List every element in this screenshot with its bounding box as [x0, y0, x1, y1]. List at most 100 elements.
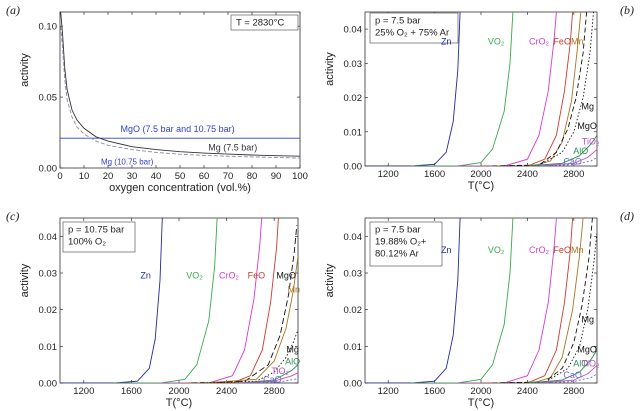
y-tick-label: 0.01 — [344, 342, 363, 353]
series-line-mn — [202, 256, 298, 383]
curve-label: AlO — [573, 359, 588, 369]
curve-label: CaO — [563, 156, 582, 166]
series-line-vo — [411, 12, 514, 166]
panel-label: (c) — [6, 209, 19, 223]
series-line-vo — [113, 218, 218, 383]
x-tick-label: 20 — [103, 171, 114, 182]
curve-label: Zn — [441, 37, 452, 47]
series-line-feo — [481, 12, 574, 166]
curve-label: MgO — [276, 271, 296, 281]
x-tick-label: 30 — [127, 171, 138, 182]
x-tick-label: 2800 — [264, 386, 285, 397]
x-axis-label: T(°C) — [166, 397, 192, 409]
y-tick-label: 0.00 — [39, 164, 58, 175]
y-tick-label: 0.03 — [344, 269, 363, 280]
curve-label: Mg — [581, 102, 594, 112]
curve-label: FeO — [553, 37, 571, 47]
series-group — [60, 218, 298, 383]
series-line-feo — [184, 218, 279, 383]
curve-label: TiO₂ — [271, 366, 289, 376]
info-box — [230, 14, 299, 31]
series-group — [365, 218, 597, 383]
series-line-cro — [457, 218, 557, 383]
y-tick-label: 0.00 — [39, 379, 58, 390]
y-axis-label: activity — [324, 52, 336, 86]
series-line-alo — [238, 364, 298, 383]
series-line-alo — [527, 134, 597, 166]
y-tick-label: 0.02 — [39, 305, 58, 316]
curve-label: AlO — [285, 357, 300, 367]
x-tick-label: 50 — [175, 171, 186, 182]
series-line-zn — [365, 12, 461, 166]
x-axis-label: T(°C) — [468, 180, 494, 192]
series-line-cro — [161, 218, 263, 383]
curve-label: TiO₂ — [582, 136, 600, 146]
series-line-feo — [481, 218, 574, 383]
series-line-mn — [492, 12, 582, 166]
y-axis-label: activity — [19, 53, 31, 87]
info-line: p = 7.5 bar — [375, 16, 421, 27]
x-tick-label: 40 — [151, 171, 162, 182]
curve-label: FeO — [248, 271, 266, 281]
info-line: 25% O₂ + 75% Ar — [375, 28, 449, 39]
x-tick-label: 2400 — [517, 169, 538, 180]
curve-label: Mn — [571, 245, 584, 255]
x-tick-label: 1200 — [378, 169, 399, 180]
series-line-zn — [60, 218, 163, 383]
curve-label: MgO (7.5 bar and 10.75 bar) — [121, 124, 235, 134]
x-tick-label: 0 — [57, 171, 62, 182]
series-line-alo — [527, 349, 597, 383]
info-box — [369, 12, 459, 44]
curve-label: CrO₂ — [219, 271, 239, 281]
x-tick-label: 2400 — [216, 386, 237, 397]
panel-c: 1200 1600 2000 2400 2800 0.00 0.01 0.02 0.03 0.04… — [6, 209, 300, 409]
y-axis-label: activity — [19, 263, 31, 297]
panel-b: 1200 1600 2000 2400 2800 0.00 0.01 0.02 0.03 0.04… — [324, 3, 634, 192]
curve-label: Mn — [571, 37, 584, 47]
series-group — [60, 12, 300, 159]
curve-label: VO₂ — [488, 245, 505, 255]
info-box — [369, 221, 443, 267]
y-tick-label: 0.03 — [39, 269, 58, 280]
panel-a: 0 10 20 30 40 50 60 70 80 90 100 0.00 0.05 0.10 oxygen… — [6, 3, 308, 194]
info-box — [62, 221, 136, 253]
plot-frame — [59, 11, 301, 169]
curve-label: AlO — [573, 146, 588, 156]
series-line-mgo — [492, 232, 597, 383]
y-tick-label: 0.04 — [344, 25, 363, 36]
x-tick-label: 70 — [223, 171, 234, 182]
y-tick-label: 0.10 — [39, 22, 58, 33]
curve-label: MgO — [577, 345, 597, 355]
series-line-mg — [492, 12, 588, 166]
series-line-cro — [457, 12, 557, 166]
x-axis-label: T(°C) — [468, 397, 494, 409]
x-tick-label: 2800 — [563, 386, 584, 397]
x-axis-label: oxygen concentration (vol.%) — [109, 182, 251, 194]
y-tick-label: 0.03 — [344, 59, 363, 70]
series-group — [365, 12, 597, 166]
x-tick-label: 80 — [247, 171, 258, 182]
curve-label: FeO — [553, 245, 571, 255]
curve-label: VO₂ — [186, 271, 203, 281]
panel-label: (a) — [6, 3, 20, 17]
curve-label: Mg — [581, 315, 594, 325]
series-line-tio — [538, 365, 597, 383]
info-line: p = 10.75 bar — [68, 225, 124, 236]
info-line: 100% O₂ — [68, 237, 106, 248]
curve-label: CrO₂ — [529, 245, 549, 255]
y-tick-label: 0.02 — [344, 305, 363, 316]
curve-label: TiO₂ — [582, 359, 600, 369]
y-tick-label: 0.00 — [344, 162, 363, 173]
y-tick-label: 0.00 — [344, 379, 363, 390]
series-line-cao — [538, 373, 597, 383]
series-line-tio — [538, 149, 597, 166]
panel-label: (b) — [620, 3, 634, 17]
x-tick-label: 2000 — [470, 169, 491, 180]
curve-label: Mg — [286, 345, 299, 355]
series-line-cao — [538, 157, 597, 166]
x-tick-label: 1200 — [378, 386, 399, 397]
x-tick-label: 1600 — [424, 169, 445, 180]
info-line: 80.12% Ar — [375, 249, 419, 260]
x-tick-label: 2000 — [168, 386, 189, 397]
